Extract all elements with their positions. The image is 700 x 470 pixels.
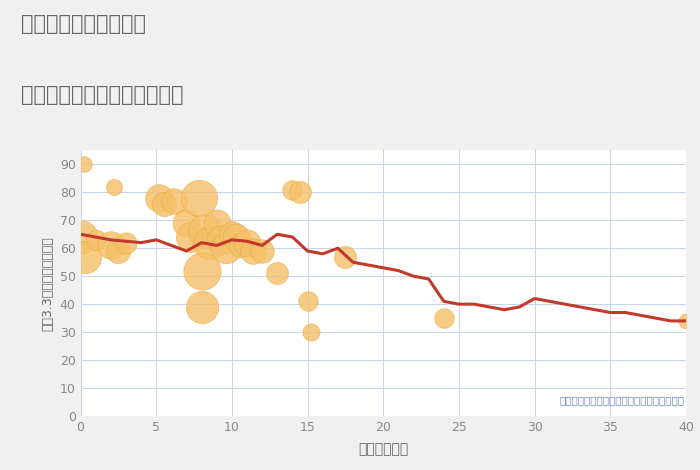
Point <box>113 247 124 255</box>
Point <box>211 219 223 227</box>
Point <box>272 270 283 277</box>
Point <box>105 242 116 249</box>
Y-axis label: 平（3.3㎡）単価（万円）: 平（3.3㎡）単価（万円） <box>41 236 54 330</box>
Point <box>248 247 259 255</box>
Point <box>153 194 164 202</box>
Point <box>158 200 169 207</box>
Point <box>680 317 692 325</box>
Point <box>241 239 253 246</box>
Point <box>235 242 246 249</box>
Point <box>220 244 232 252</box>
Point <box>196 303 207 311</box>
Point <box>75 233 86 241</box>
Point <box>216 236 227 243</box>
Point <box>181 219 192 227</box>
Point <box>169 197 180 204</box>
Point <box>302 298 313 305</box>
Point <box>287 186 298 193</box>
Point <box>295 188 306 196</box>
Point <box>305 329 316 336</box>
Point <box>226 230 237 238</box>
Text: 築年数別中古マンション価格: 築年数別中古マンション価格 <box>21 85 183 105</box>
Point <box>438 314 449 322</box>
Point <box>79 253 90 260</box>
Point <box>90 236 101 243</box>
Point <box>120 239 132 246</box>
Point <box>340 253 351 260</box>
Text: 三重県松阪市西肥留町: 三重県松阪市西肥留町 <box>21 14 146 34</box>
Point <box>78 161 89 168</box>
Point <box>196 267 207 274</box>
Point <box>204 239 215 246</box>
X-axis label: 築年数（年）: 築年数（年） <box>358 442 408 456</box>
Point <box>186 233 197 241</box>
Text: 円の大きさは、取引のあった物件面積を示す: 円の大きさは、取引のあった物件面積を示す <box>560 395 685 405</box>
Point <box>193 194 204 202</box>
Point <box>108 183 120 190</box>
Point <box>199 227 210 235</box>
Point <box>256 247 267 255</box>
Point <box>231 233 242 241</box>
